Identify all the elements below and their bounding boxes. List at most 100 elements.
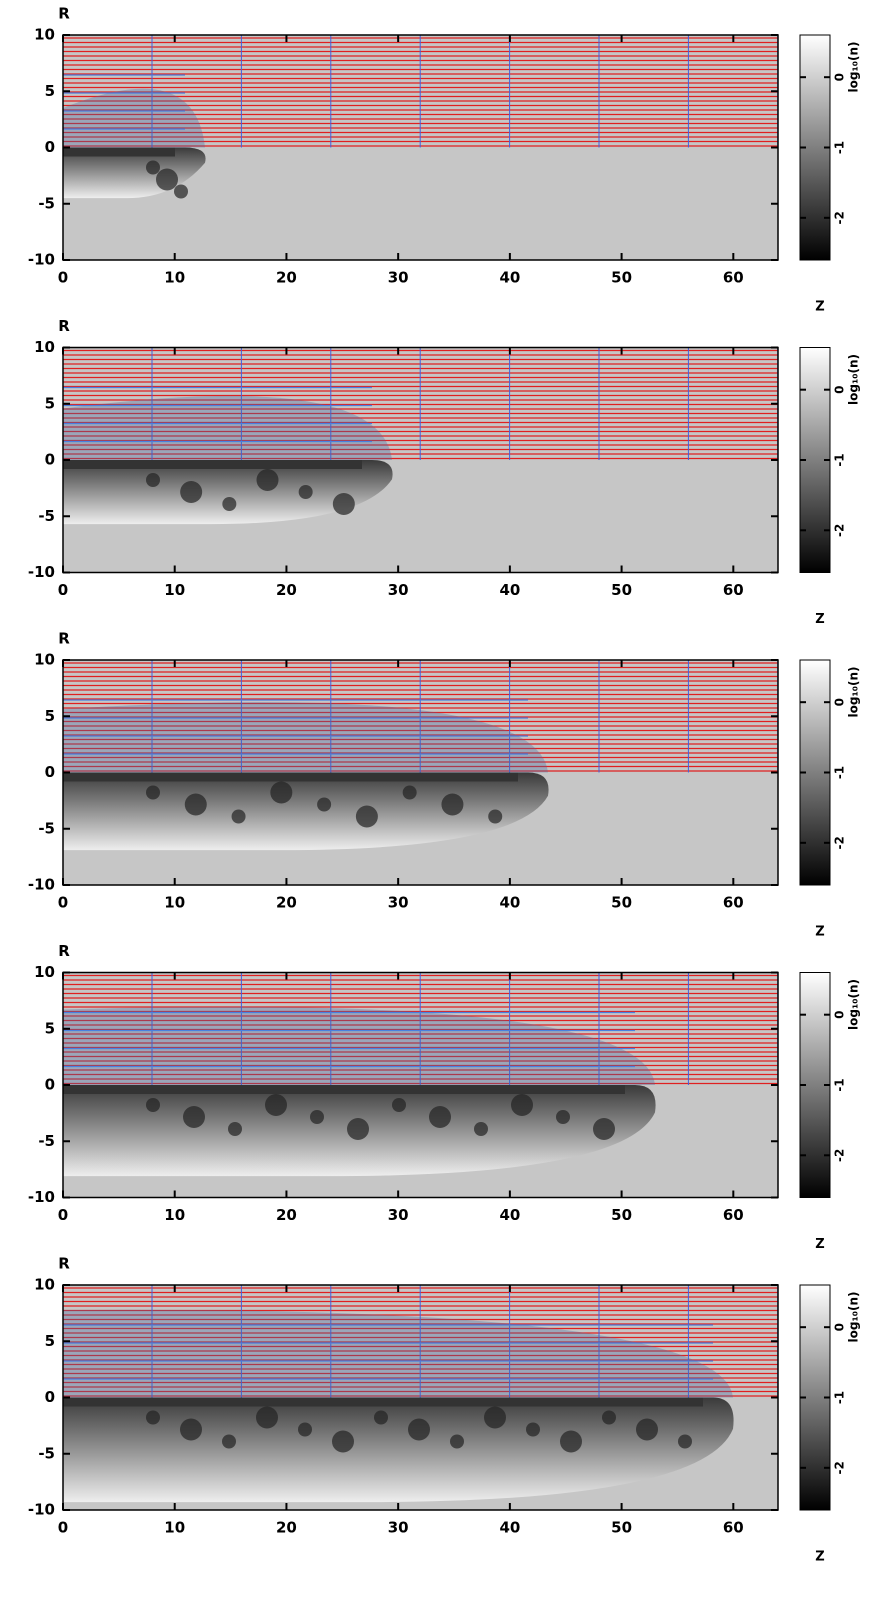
x-tick-label: 40 — [499, 1206, 520, 1224]
vortex — [228, 1122, 242, 1136]
x-tick-label: 20 — [276, 1519, 297, 1537]
colorbar-label: log₁₀(n) — [847, 667, 861, 718]
y-tick-label: 10 — [34, 26, 55, 44]
vortex — [526, 1422, 540, 1437]
shocked-region — [63, 702, 548, 773]
vortex — [556, 1110, 570, 1124]
shocked-region — [63, 395, 392, 460]
shocked-region — [63, 88, 205, 148]
colorbar-tick-label: 0 — [833, 1011, 847, 1019]
x-tick-label: 50 — [611, 894, 632, 912]
vortex — [183, 1106, 205, 1128]
colorbar-tick-label: 0 — [833, 386, 847, 394]
colorbar-tick-label: -1 — [833, 1391, 847, 1404]
vortex — [593, 1118, 615, 1140]
x-axis-label: Z — [815, 925, 824, 940]
vortex — [332, 1430, 354, 1453]
x-tick-label: 60 — [723, 1519, 744, 1537]
y-tick-label: 0 — [45, 763, 55, 781]
y-tick-label: -10 — [28, 251, 55, 269]
y-tick-label: -5 — [38, 1444, 55, 1462]
x-tick-label: 30 — [388, 581, 409, 599]
x-tick-label: 20 — [276, 894, 297, 912]
shocked-region — [63, 1006, 655, 1085]
y-tick-label: -10 — [28, 563, 55, 581]
vortex — [265, 1094, 287, 1116]
x-tick-label: 50 — [611, 1206, 632, 1224]
y-axis-label: R — [58, 317, 70, 335]
x-axis-label: Z — [815, 1550, 824, 1565]
vortex — [222, 497, 237, 511]
jet — [63, 772, 518, 782]
y-axis-label: R — [58, 630, 70, 648]
y-tick-label: 5 — [45, 1332, 55, 1350]
y-axis-label: R — [58, 5, 70, 23]
vortex — [560, 1430, 582, 1453]
vortex — [678, 1434, 692, 1449]
vortex — [511, 1094, 533, 1116]
x-tick-label: 10 — [164, 1519, 185, 1537]
x-tick-label: 40 — [499, 1519, 520, 1537]
x-tick-label: 30 — [388, 1519, 409, 1537]
colorbar-label: log₁₀(n) — [847, 979, 861, 1030]
y-tick-label: 5 — [45, 707, 55, 725]
colorbar-tick-label: 0 — [833, 698, 847, 706]
x-tick-label: 60 — [723, 581, 744, 599]
vortex — [488, 809, 503, 824]
cocoon — [63, 460, 393, 525]
y-tick-label: 5 — [45, 394, 55, 412]
x-tick-label: 60 — [723, 269, 744, 287]
colorbar-tick-label: 0 — [833, 73, 847, 81]
colorbar-label: log₁₀(n) — [847, 354, 861, 405]
x-tick-label: 40 — [499, 269, 520, 287]
x-tick-label: 10 — [164, 269, 185, 287]
vortex — [441, 793, 464, 816]
vortex — [298, 1422, 312, 1437]
vortex — [184, 793, 207, 816]
vortex — [347, 1118, 369, 1140]
y-tick-label: 5 — [45, 82, 55, 100]
cocoon — [63, 772, 549, 851]
y-axis-label: R — [58, 942, 70, 960]
colorbar-label: log₁₀(n) — [847, 42, 861, 93]
x-tick-label: 20 — [276, 269, 297, 287]
x-tick-label: 10 — [164, 581, 185, 599]
vortex — [484, 1406, 506, 1429]
vortex — [392, 1098, 406, 1112]
y-tick-label: -10 — [28, 1188, 55, 1206]
x-tick-label: 10 — [164, 1206, 185, 1224]
colorbar-tick-label: -2 — [833, 836, 847, 849]
vortex — [332, 493, 355, 515]
vortex — [146, 160, 160, 175]
vortex — [298, 485, 313, 499]
vortex — [174, 184, 188, 199]
vortex — [256, 1406, 278, 1429]
cocoon — [63, 1397, 734, 1503]
x-tick-label: 60 — [723, 1206, 744, 1224]
x-tick-label: 0 — [58, 1519, 68, 1537]
colorbar-tick-label: -1 — [833, 453, 847, 466]
y-tick-label: -10 — [28, 876, 55, 894]
y-axis-label: R — [58, 1255, 70, 1273]
x-tick-label: 50 — [611, 581, 632, 599]
vortex — [402, 785, 417, 800]
x-tick-label: 40 — [499, 894, 520, 912]
vortex — [146, 1410, 160, 1425]
vortex — [222, 1434, 236, 1449]
vortex — [636, 1418, 658, 1441]
x-axis-label: Z — [815, 300, 824, 315]
x-tick-label: 60 — [723, 894, 744, 912]
jet — [63, 1397, 703, 1407]
vortex — [374, 1410, 388, 1425]
y-tick-label: -5 — [38, 507, 55, 525]
y-tick-label: 0 — [45, 1076, 55, 1094]
y-tick-label: 0 — [45, 451, 55, 469]
colorbar-tick-label: -1 — [833, 766, 847, 779]
vortex — [256, 469, 279, 491]
x-tick-label: 0 — [58, 269, 68, 287]
x-tick-label: 10 — [164, 894, 185, 912]
x-tick-label: 20 — [276, 1206, 297, 1224]
y-tick-label: -5 — [38, 819, 55, 837]
jet — [63, 1085, 625, 1094]
